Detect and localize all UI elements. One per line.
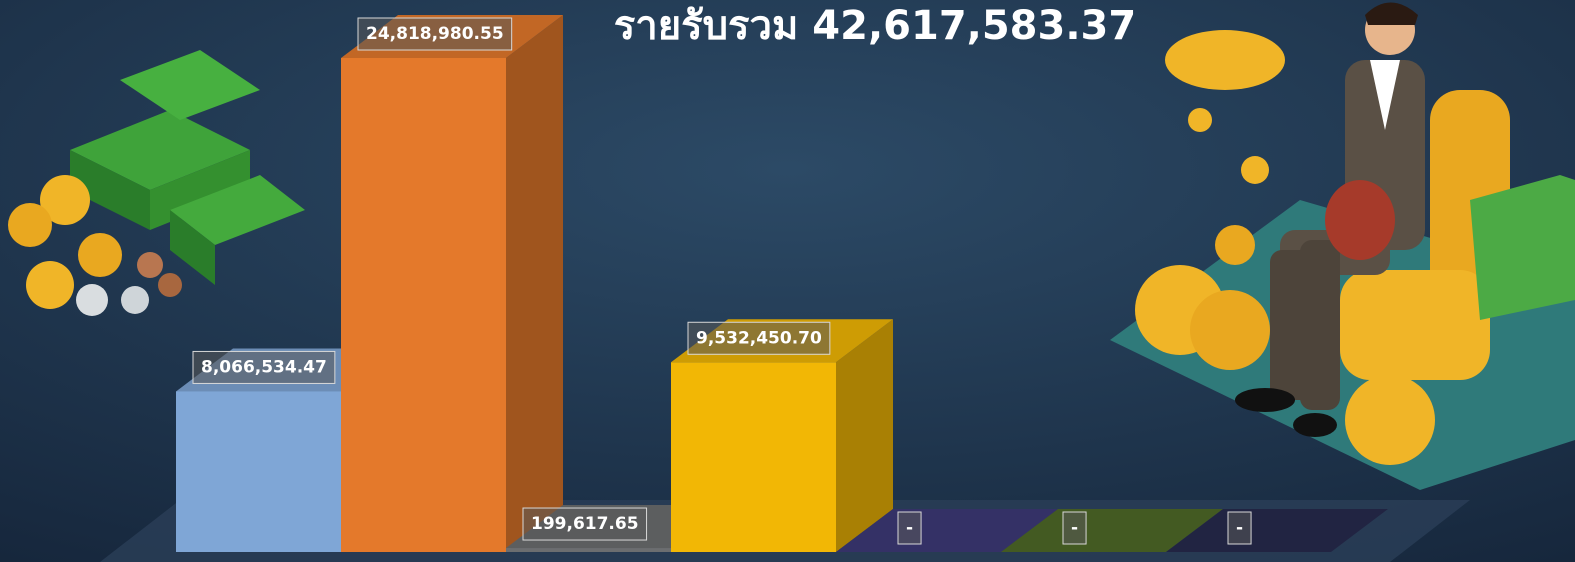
- value-label-box: [897, 511, 922, 545]
- value-label-box: [192, 350, 336, 384]
- value-label-box: [1227, 511, 1252, 545]
- value-label-box: [522, 507, 648, 541]
- value-label: -: [1071, 518, 1078, 538]
- bar: [671, 362, 836, 552]
- value-label: -: [906, 518, 913, 538]
- value-label-box: [687, 321, 831, 355]
- value-label: -: [1236, 518, 1243, 538]
- value-label: 24,818,980.55: [366, 24, 504, 44]
- value-label-box: [1062, 511, 1087, 545]
- value-label: 199,617.65: [531, 514, 639, 534]
- bar: [506, 548, 671, 552]
- bar-top: [1166, 509, 1388, 552]
- bar-side: [506, 15, 563, 552]
- value-label: 9,532,450.70: [696, 328, 822, 348]
- bar: [176, 391, 341, 552]
- businessman-illustration: [1110, 2, 1575, 490]
- value-label-box: [357, 17, 513, 51]
- value-label: 8,066,534.47: [201, 357, 327, 377]
- money-illustration: [8, 50, 305, 316]
- chart-title: รายรับรวม 42,617,583.37: [614, 3, 1136, 49]
- bar-top: [836, 509, 1058, 552]
- bar: [341, 58, 506, 552]
- bar-side: [836, 319, 893, 552]
- bar-top: [1001, 509, 1223, 552]
- bars: 8,066,534.47 24,818,980.55 199,617.65 9,532…: [176, 15, 1388, 552]
